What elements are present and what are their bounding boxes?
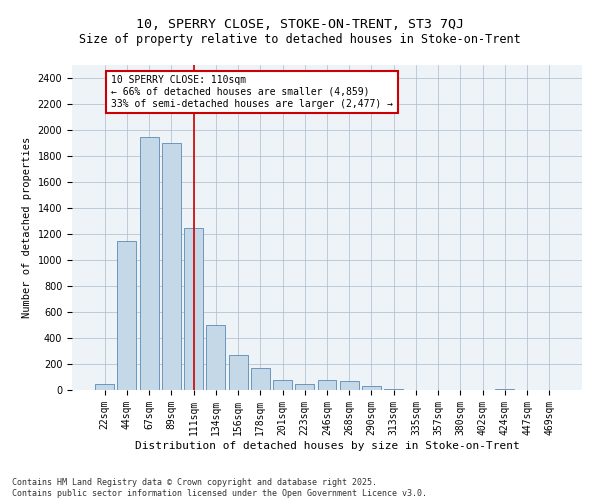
Bar [140, 136, 158, 390]
Text: Contains HM Land Registry data © Crown copyright and database right 2025.
Contai: Contains HM Land Registry data © Crown c… [12, 478, 427, 498]
Bar [362, 386, 381, 390]
Text: Size of property relative to detached houses in Stoke-on-Trent: Size of property relative to detached ho… [79, 32, 521, 46]
Text: 10, SPERRY CLOSE, STOKE-ON-TRENT, ST3 7QJ: 10, SPERRY CLOSE, STOKE-ON-TRENT, ST3 7Q… [136, 18, 464, 30]
Bar [317, 380, 337, 390]
Bar [340, 381, 359, 390]
Y-axis label: Number of detached properties: Number of detached properties [22, 137, 32, 318]
Text: 10 SPERRY CLOSE: 110sqm
← 66% of detached houses are smaller (4,859)
33% of semi: 10 SPERRY CLOSE: 110sqm ← 66% of detache… [112, 76, 394, 108]
Bar [229, 355, 248, 390]
Bar [162, 143, 181, 390]
Bar [206, 325, 225, 390]
Bar [184, 228, 203, 390]
X-axis label: Distribution of detached houses by size in Stoke-on-Trent: Distribution of detached houses by size … [134, 440, 520, 450]
Bar [295, 384, 314, 390]
Bar [95, 384, 114, 390]
Bar [251, 368, 270, 390]
Bar [118, 240, 136, 390]
Bar [273, 380, 292, 390]
